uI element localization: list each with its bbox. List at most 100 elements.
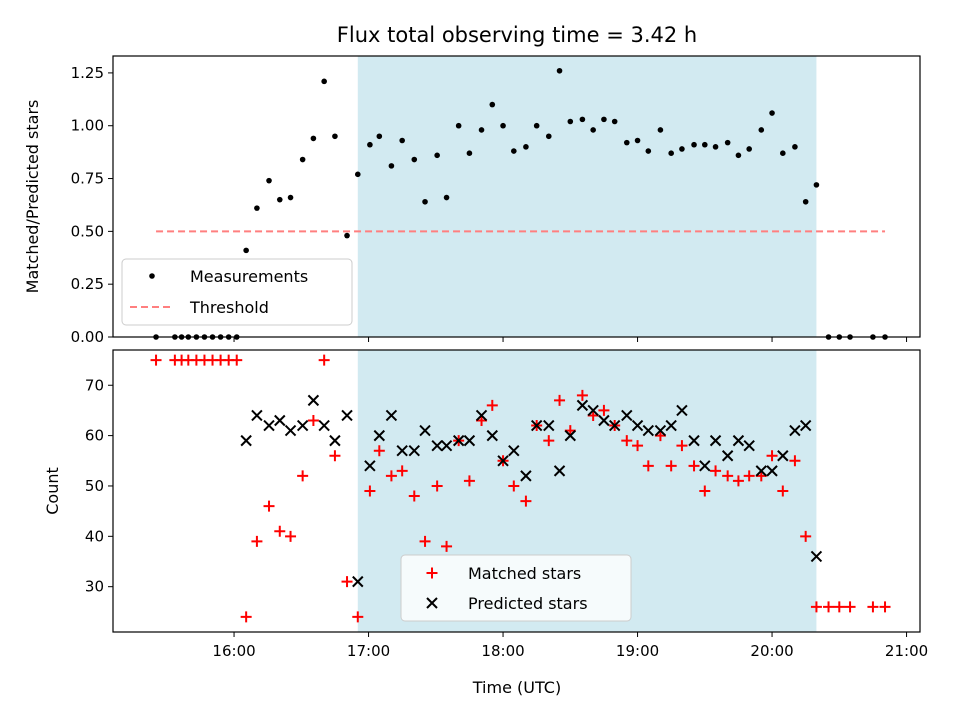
predicted-star-point bbox=[352, 575, 364, 588]
predicted-star-point bbox=[408, 445, 420, 457]
predicted-star-point bbox=[508, 445, 520, 457]
matched-star-point bbox=[665, 460, 677, 472]
predicted-star-point bbox=[621, 409, 633, 422]
measurement-point bbox=[354, 171, 361, 178]
legend-marker-matched bbox=[426, 567, 438, 579]
measurement-point bbox=[332, 133, 338, 140]
matched-star-point bbox=[766, 450, 778, 462]
legend-label-measurements: Measurements bbox=[190, 267, 308, 286]
measurement-point bbox=[579, 116, 586, 123]
predicted-star-point bbox=[631, 419, 644, 432]
y-axis-label: Count bbox=[43, 467, 62, 515]
y-tick-label: 40 bbox=[85, 527, 104, 545]
observing-window-shade bbox=[357, 56, 817, 337]
predicted-star-point bbox=[396, 445, 408, 457]
matched-star-point bbox=[385, 470, 397, 482]
predicted-star-point bbox=[373, 429, 386, 442]
measurement-point bbox=[344, 232, 350, 239]
measurement-point bbox=[466, 150, 473, 156]
legend-box bbox=[121, 258, 353, 326]
predicted-star-point bbox=[553, 465, 566, 477]
legend: Matched stars Predicted stars bbox=[400, 554, 632, 622]
matched-star-point bbox=[251, 535, 263, 547]
predicted-star-point bbox=[274, 414, 286, 427]
matched-star-point bbox=[240, 611, 252, 623]
matched-star-point bbox=[329, 450, 341, 462]
matched-star-point bbox=[263, 500, 275, 512]
legend-marker-predicted bbox=[426, 597, 438, 609]
measurement-point bbox=[601, 116, 607, 123]
matched-star-point bbox=[297, 470, 309, 482]
y-tick-label: 70 bbox=[85, 376, 104, 394]
measurement-point bbox=[523, 144, 529, 150]
predicted-star-point bbox=[743, 439, 755, 452]
y-tick-label: 0.25 bbox=[71, 275, 104, 293]
measurement-point bbox=[746, 146, 752, 152]
measurement-point bbox=[310, 135, 317, 142]
matched-star-point bbox=[150, 354, 162, 366]
chart-title: Flux total observing time = 3.42 h bbox=[337, 23, 697, 47]
matched-star-point bbox=[441, 540, 453, 552]
measurement-point bbox=[802, 198, 809, 205]
matched-star-point bbox=[396, 465, 408, 477]
measurement-point bbox=[567, 118, 574, 125]
measurement-point bbox=[287, 194, 294, 201]
top-panel-ratio: 0.00 0.25 0.50 0.75 1.00 1.25 Matched/Predicte… bbox=[23, 55, 921, 346]
predicted-star-point bbox=[755, 465, 767, 477]
matched-star-point bbox=[632, 440, 644, 452]
predicted-star-point bbox=[654, 424, 667, 437]
measurement-point bbox=[679, 146, 685, 152]
measurement-point bbox=[556, 67, 563, 74]
predicted-star-point bbox=[431, 439, 443, 452]
matched-star-point bbox=[867, 601, 879, 613]
measurement-point bbox=[443, 194, 450, 201]
y-tick-label: 0.75 bbox=[71, 170, 104, 188]
y-tick-label: 60 bbox=[85, 427, 104, 445]
matched-star-point bbox=[833, 601, 845, 613]
measurement-point bbox=[590, 127, 596, 133]
predicted-star-point bbox=[497, 455, 509, 467]
predicted-star-point bbox=[251, 409, 263, 422]
predicted-star-point bbox=[688, 434, 700, 447]
x-axis-label: Time (UTC) bbox=[472, 678, 561, 697]
predicted-star-point bbox=[789, 424, 801, 437]
matched-star-point bbox=[543, 435, 555, 447]
matched-star-point bbox=[732, 475, 744, 487]
predicted-star-point bbox=[598, 414, 610, 427]
predicted-star-point bbox=[608, 419, 621, 432]
legend-marker-measurements bbox=[149, 273, 155, 279]
x-tick-label: 17:00 bbox=[347, 642, 390, 660]
matched-star-point bbox=[431, 480, 443, 492]
matched-star-point bbox=[777, 485, 789, 497]
bottom-panel-counts: 30 40 50 60 70 16:00 17:00 18:00 19:00 20:00 21:00… bbox=[43, 349, 928, 660]
legend-label-predicted: Predicted stars bbox=[468, 594, 588, 613]
matched-star-point bbox=[598, 404, 610, 416]
predicted-star-point bbox=[766, 465, 778, 477]
matched-star-point bbox=[642, 460, 654, 472]
predicted-star-point bbox=[530, 419, 543, 432]
matched-star-point bbox=[722, 470, 734, 482]
predicted-star-point bbox=[296, 419, 309, 432]
measurement-point bbox=[813, 182, 820, 188]
predicted-star-point bbox=[440, 439, 453, 452]
y-tick-label: 1.25 bbox=[71, 64, 104, 82]
legend-label-threshold: Threshold bbox=[189, 298, 269, 317]
x-tick-label: 21:00 bbox=[885, 642, 928, 660]
matched-star-point bbox=[408, 490, 420, 502]
matched-star-point bbox=[710, 465, 722, 477]
measurement-point bbox=[411, 156, 418, 163]
measurement-point bbox=[724, 139, 731, 146]
predicted-star-point bbox=[385, 409, 398, 422]
y-tick-label: 1.00 bbox=[71, 117, 104, 135]
y-tick-label: 30 bbox=[85, 578, 104, 596]
legend: Measurements Threshold bbox=[121, 258, 353, 326]
measurement-point bbox=[489, 101, 496, 108]
measurement-point bbox=[243, 247, 249, 254]
measurement-point bbox=[321, 78, 327, 85]
matched-star-point bbox=[231, 354, 243, 366]
axes-frame bbox=[112, 55, 921, 338]
matched-star-point bbox=[743, 470, 755, 482]
matched-star-point bbox=[486, 399, 498, 411]
matched-star-point bbox=[463, 475, 475, 487]
